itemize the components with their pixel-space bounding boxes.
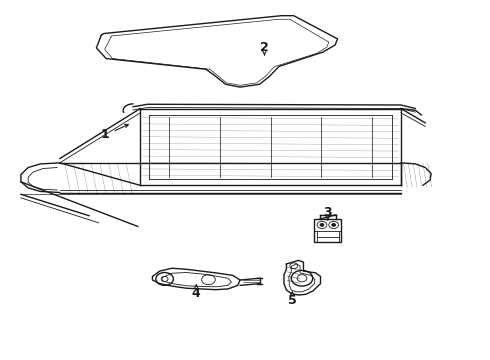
Bar — [315, 219, 341, 242]
Circle shape — [332, 224, 336, 226]
Text: 1: 1 — [100, 128, 109, 141]
Text: 5: 5 — [288, 294, 296, 307]
Text: 3: 3 — [323, 206, 332, 219]
Text: 2: 2 — [260, 41, 269, 54]
Text: 4: 4 — [192, 287, 200, 300]
Circle shape — [320, 224, 324, 226]
